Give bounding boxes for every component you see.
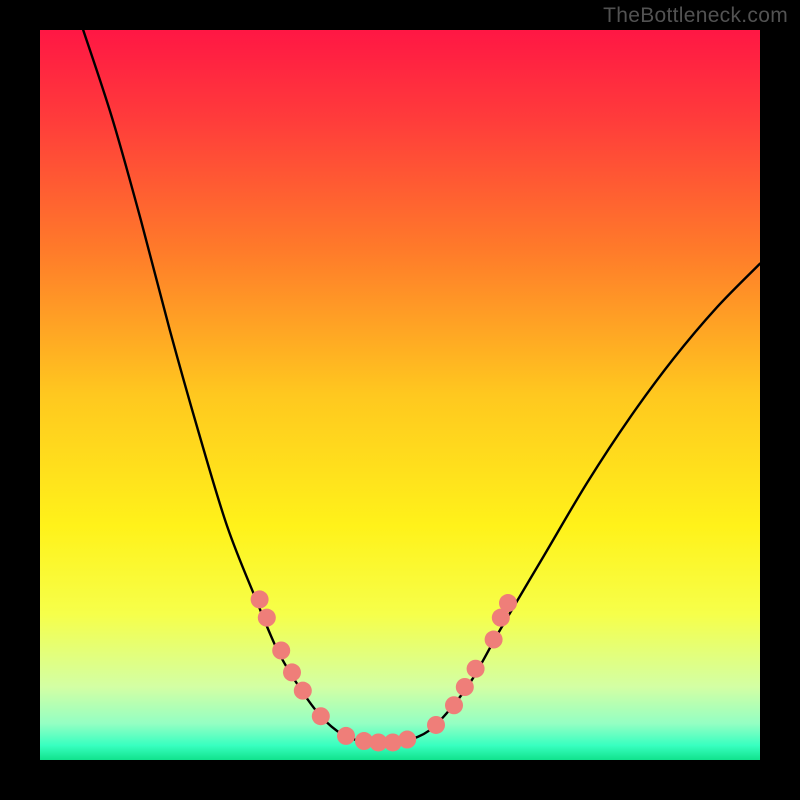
marker-point [499,594,517,612]
marker-point [467,660,485,678]
marker-point [485,631,503,649]
marker-point [251,590,269,608]
marker-point [272,642,290,660]
marker-point [398,731,416,749]
marker-point [258,609,276,627]
marker-point [312,707,330,725]
marker-point [445,696,463,714]
plot-background [40,30,760,760]
marker-point [427,716,445,734]
marker-point [283,663,301,681]
watermark-text: TheBottleneck.com [603,4,788,28]
marker-point [456,678,474,696]
marker-point [294,682,312,700]
bottleneck-chart [0,0,800,800]
marker-point [337,727,355,745]
